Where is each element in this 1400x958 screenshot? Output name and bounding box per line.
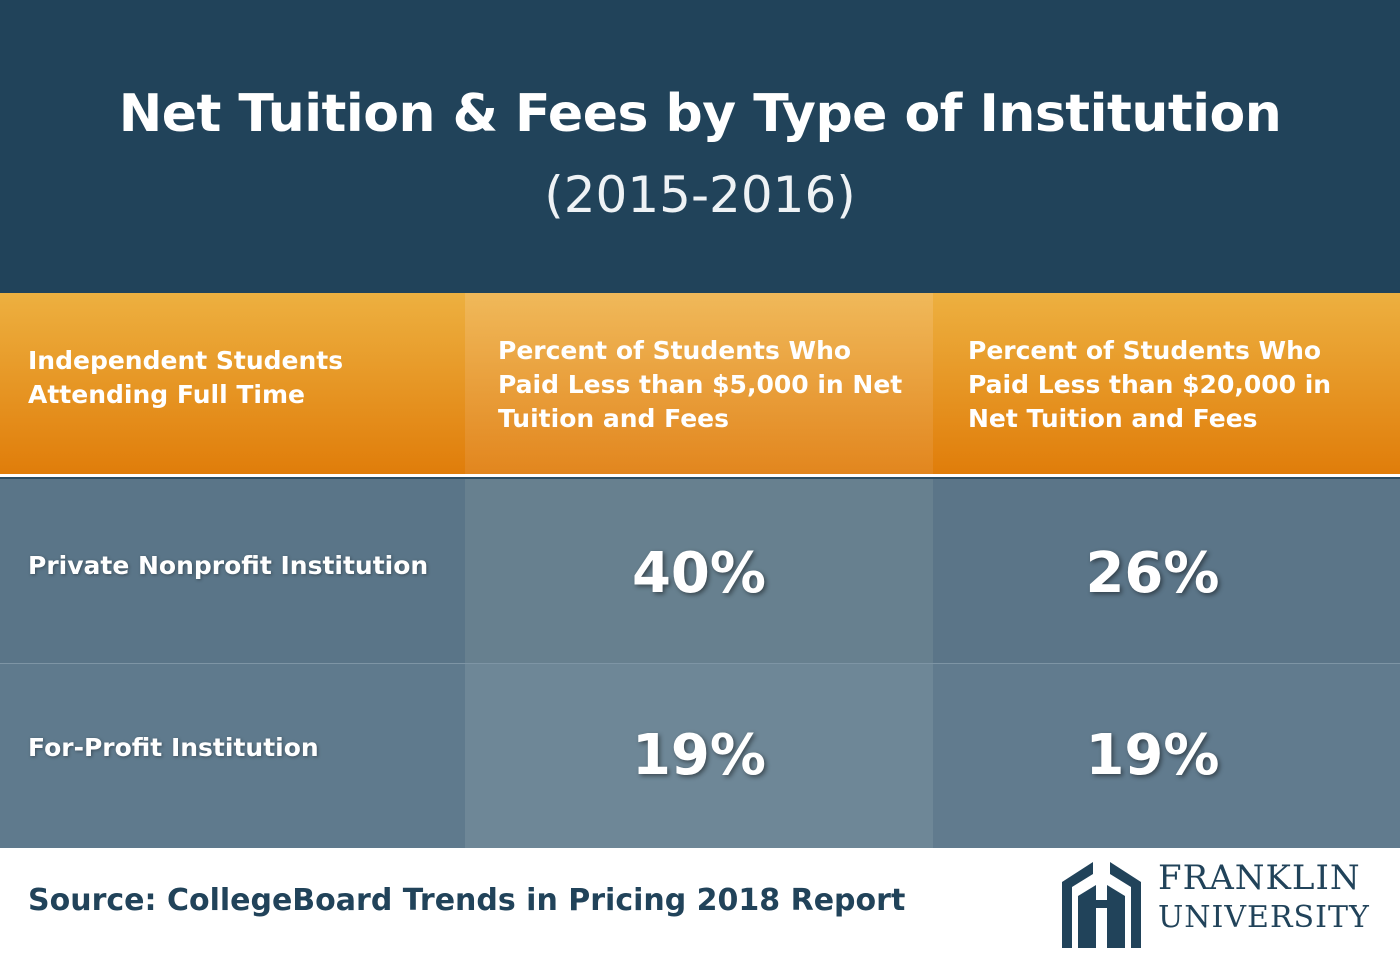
row-label: For-Profit Institution bbox=[28, 733, 319, 762]
row-label: Private Nonprofit Institution bbox=[28, 551, 429, 580]
table-row: Private Nonprofit Institution 40% 26% bbox=[0, 477, 1400, 663]
franklin-logo: FRANKLIN UNIVERSITY bbox=[1058, 856, 1378, 952]
value-cell: 26% bbox=[933, 479, 1400, 663]
value-label: 40% bbox=[631, 541, 767, 606]
column-header-label: Percent of Students Who Paid Less than $… bbox=[498, 336, 903, 433]
logo-text-franklin: FRANKLIN bbox=[1158, 858, 1361, 898]
value-cell: 19% bbox=[465, 664, 933, 848]
row-label-cell: For-Profit Institution bbox=[0, 664, 465, 848]
page-title: Net Tuition & Fees by Type of Institutio… bbox=[118, 84, 1282, 144]
value-label: 26% bbox=[1085, 541, 1220, 606]
column-header-under-5000: Percent of Students Who Paid Less than $… bbox=[465, 293, 933, 474]
data-table: Independent Students Attending Full Time… bbox=[0, 293, 1400, 848]
header: Net Tuition & Fees by Type of Institutio… bbox=[0, 0, 1400, 293]
franklin-arch-logo-icon bbox=[1062, 862, 1141, 948]
value-label: 19% bbox=[1085, 723, 1220, 788]
column-header-label: Independent Students Attending Full Time bbox=[28, 346, 344, 409]
value-label: 19% bbox=[631, 723, 767, 788]
column-header-label: Percent of Students Who Paid Less than $… bbox=[968, 336, 1332, 433]
logo-text-university: UNIVERSITY bbox=[1158, 900, 1370, 935]
value-cell: 40% bbox=[465, 479, 933, 663]
value-cell: 19% bbox=[933, 664, 1400, 848]
source-note: Source: CollegeBoard Trends in Pricing 2… bbox=[28, 883, 906, 918]
page-subtitle: (2015-2016) bbox=[544, 166, 856, 224]
table-row: For-Profit Institution 19% 19% bbox=[0, 663, 1400, 848]
column-header-under-20000: Percent of Students Who Paid Less than $… bbox=[933, 293, 1400, 474]
column-header-category: Independent Students Attending Full Time bbox=[0, 293, 465, 474]
row-label-cell: Private Nonprofit Institution bbox=[0, 479, 465, 663]
